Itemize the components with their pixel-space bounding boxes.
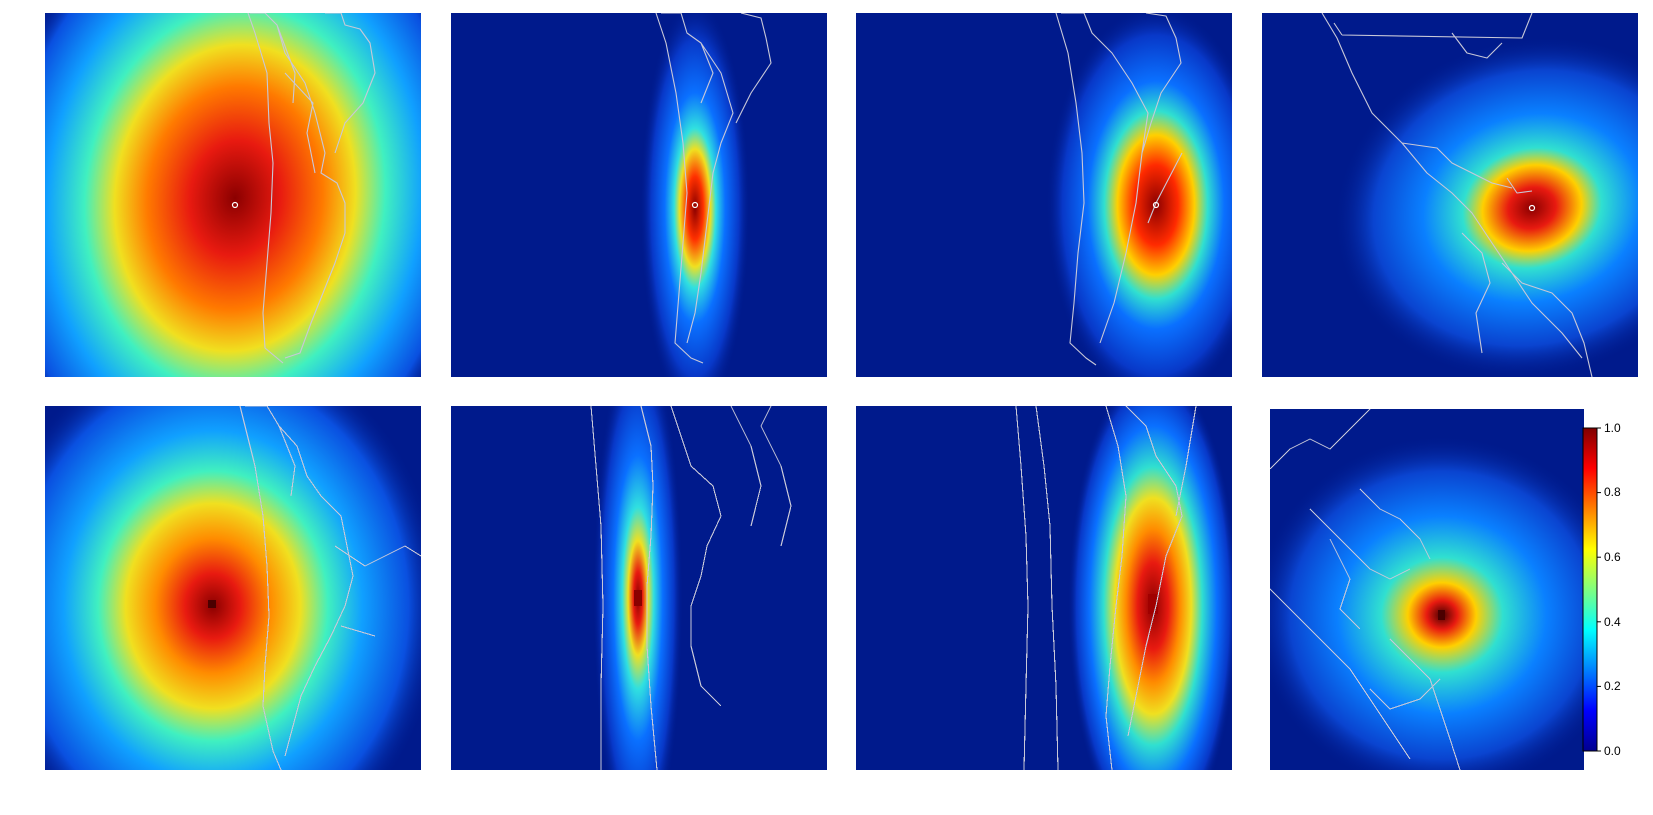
- coastline: [1270, 409, 1461, 770]
- heatmap-top-3: [856, 13, 1232, 377]
- coastline: [655, 13, 772, 364]
- coastline: [590, 406, 792, 770]
- coastline: [1055, 13, 1183, 366]
- heatmap-top-1: [45, 13, 421, 377]
- heatmap-top-2: [451, 13, 827, 377]
- heatmap-bottom-3: [856, 406, 1232, 770]
- epicenter-marker: [1528, 204, 1536, 212]
- colorbar-tick-label: 0.0: [1604, 744, 1621, 758]
- epicenter-marker: [691, 201, 699, 209]
- map-panel-top-3: [856, 13, 1232, 377]
- map-panel-top-4: [1262, 13, 1638, 377]
- coastline: [247, 13, 376, 364]
- map-panel-bottom-2: [451, 406, 827, 770]
- heatmap-top-4: [1262, 13, 1638, 377]
- map-panel-bottom-4: [1270, 409, 1584, 770]
- map-panel-top-2: [451, 13, 827, 377]
- heatmap-bottom-1: [45, 406, 421, 770]
- epicenter-marker: [1152, 201, 1160, 209]
- colorbar: 1.0 0.8 0.6 0.4 0.2 0.0: [1582, 422, 1642, 757]
- epicenter-marker: [231, 201, 239, 209]
- heatmap-bottom-4: [1270, 409, 1584, 770]
- colorbar-tick-label: 1.0: [1604, 421, 1621, 435]
- coastline: [1015, 406, 1197, 770]
- colorbar-scale: [1582, 427, 1601, 752]
- colorbar-tick-label: 0.8: [1604, 485, 1621, 499]
- map-panel-bottom-3: [856, 406, 1232, 770]
- colorbar-tick-label: 0.4: [1604, 615, 1621, 629]
- map-panel-bottom-1: [45, 406, 421, 770]
- colorbar-tick-label: 0.2: [1604, 679, 1621, 693]
- map-panel-top-1: [45, 13, 421, 377]
- colorbar-tick-label: 0.6: [1604, 550, 1621, 564]
- heatmap-bottom-2: [451, 406, 827, 770]
- coastline: [239, 406, 421, 770]
- coastline: [1321, 13, 1593, 377]
